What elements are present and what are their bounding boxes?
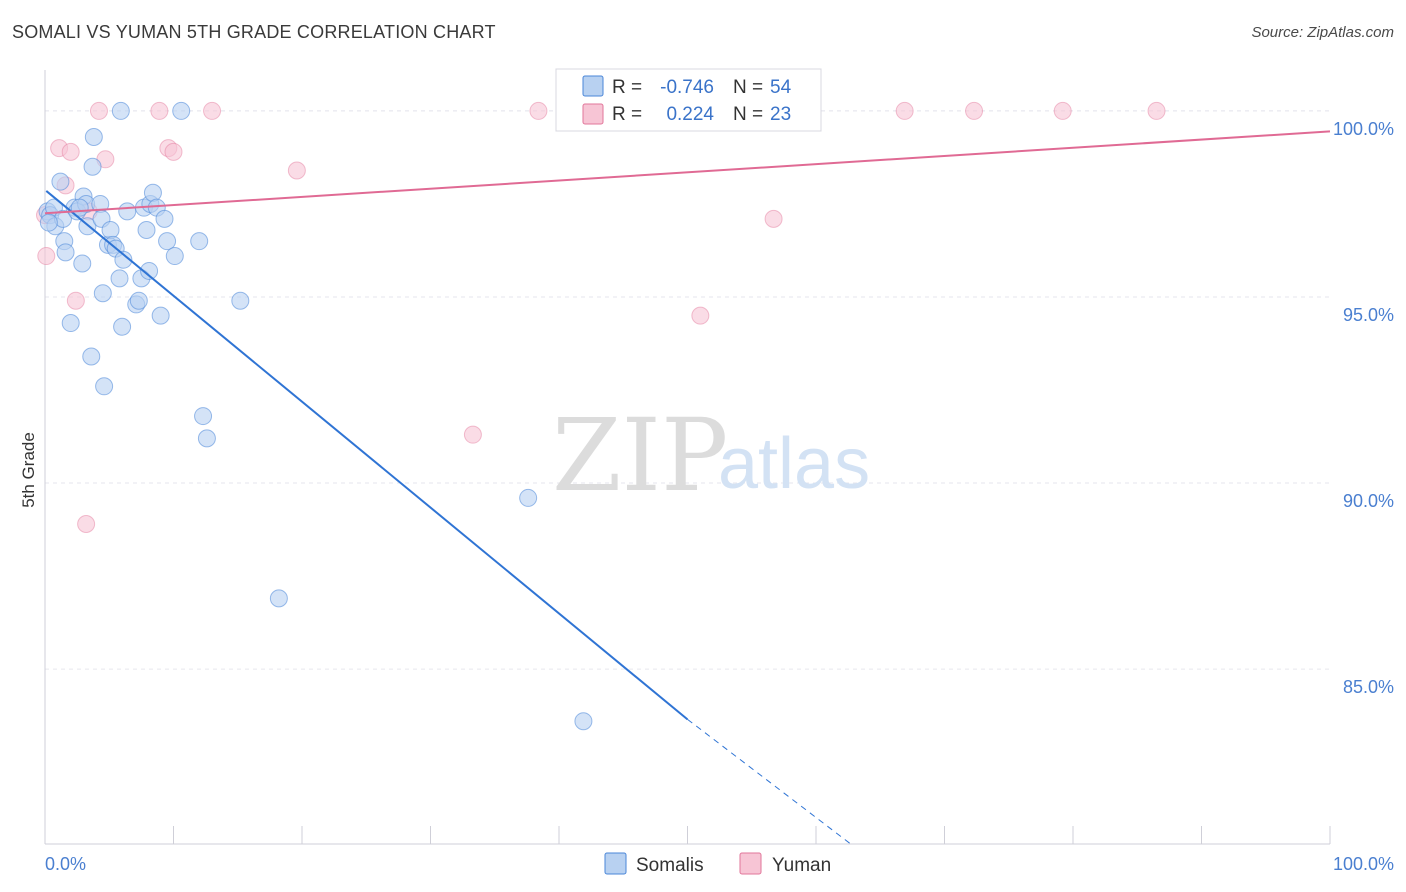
somali-point — [61, 314, 80, 333]
yuman-point — [463, 425, 482, 444]
somali-trend-line — [45, 190, 689, 721]
y-tick-label: 100.0% — [1333, 119, 1394, 139]
legend-r-label-somalis: R = — [612, 77, 642, 98]
legend-swatch-yuman — [582, 103, 604, 125]
chart-title: SOMALI VS YUMAN 5TH GRADE CORRELATION CH… — [12, 22, 496, 42]
somali-point — [231, 291, 250, 310]
somali-point — [101, 221, 120, 240]
yuman-point — [691, 306, 710, 325]
legend-n-value-somalis: 54 — [770, 77, 792, 98]
somali-point — [82, 347, 101, 366]
yuman-point — [287, 161, 306, 180]
somali-point — [197, 429, 216, 448]
somali-point — [143, 183, 162, 202]
trend-lines — [44, 130, 1331, 845]
somali-point — [158, 232, 177, 251]
somali-point — [172, 101, 191, 120]
yuman-point — [1147, 101, 1166, 120]
somali-point — [95, 377, 114, 396]
somali-point — [165, 247, 184, 266]
somali-trend-extension — [687, 718, 851, 845]
x-tick-labels: 0.0% 100.0% — [45, 854, 1394, 874]
yuman-point — [150, 101, 169, 120]
yuman-point — [965, 101, 984, 120]
legend-r-value-yuman: 0.224 — [666, 104, 714, 125]
somali-point — [93, 284, 112, 303]
bottom-legend-label-yuman: Yuman — [772, 855, 831, 876]
somali-point — [110, 269, 129, 288]
y-tick-label: 85.0% — [1343, 677, 1394, 697]
legend-swatch-somalis — [582, 75, 604, 97]
yuman-point — [77, 514, 96, 533]
somali-point — [574, 712, 593, 731]
legend-r-label-yuman: R = — [612, 104, 642, 125]
somali-point — [519, 488, 538, 507]
somali-point — [111, 101, 130, 120]
somali-point — [113, 317, 132, 336]
yuman-point — [529, 101, 548, 120]
y-tick-label: 95.0% — [1343, 305, 1394, 325]
somali-point — [73, 254, 92, 273]
x-tick-label: 0.0% — [45, 854, 86, 874]
bottom-legend-swatch-somalis — [604, 852, 627, 875]
yuman-point — [66, 291, 85, 310]
yuman-point — [37, 247, 56, 266]
somali-point — [39, 213, 58, 232]
somali-point — [151, 306, 170, 325]
somali-point — [129, 291, 148, 310]
yuman-point — [1053, 101, 1072, 120]
y-tick-labels: 85.0% 90.0% 95.0% 100.0% — [1333, 119, 1394, 697]
yuman-point — [164, 142, 183, 161]
bottom-legend-swatch-yuman — [739, 852, 762, 875]
yuman-point — [89, 101, 108, 120]
somali-point — [190, 232, 209, 251]
yuman-point — [895, 101, 914, 120]
gridlines — [45, 110, 1330, 670]
somali-point — [269, 589, 288, 608]
y-tick-label: 90.0% — [1343, 491, 1394, 511]
legend-box: R = -0.746 N = 54 R = 0.224 N = 23 — [555, 68, 822, 132]
somali-point — [83, 157, 102, 176]
bottom-legend-label-somalis: Somalis — [636, 855, 704, 876]
somali-point — [140, 261, 159, 280]
somali-point — [56, 243, 75, 262]
yuman-trend-line — [44, 130, 1331, 215]
yuman-point — [764, 209, 783, 228]
yuman-point — [203, 101, 222, 120]
legend-n-label-yuman: N = — [733, 104, 763, 125]
watermark-zip: ZIP — [552, 397, 728, 514]
watermark: ZIP atlas — [552, 397, 870, 514]
somali-point — [194, 407, 213, 426]
somali-point — [51, 172, 70, 191]
source-label: Source: ZipAtlas.com — [1251, 24, 1394, 41]
legend-r-value-somalis: -0.746 — [660, 77, 714, 98]
x-tick-label: 100.0% — [1333, 854, 1394, 874]
legend-n-value-yuman: 23 — [770, 104, 791, 125]
axes — [44, 70, 1331, 845]
legend-n-label-somalis: N = — [733, 77, 763, 98]
somali-point — [118, 202, 137, 221]
somali-point — [137, 221, 156, 240]
bottom-legend: Somalis Yuman — [604, 852, 831, 876]
watermark-atlas: atlas — [718, 424, 870, 504]
somali-point — [84, 127, 103, 146]
y-axis-label: 5th Grade — [19, 432, 38, 508]
somali-point — [114, 250, 133, 269]
yuman-point — [61, 142, 80, 161]
somali-points — [38, 101, 593, 731]
somali-point — [155, 209, 174, 228]
